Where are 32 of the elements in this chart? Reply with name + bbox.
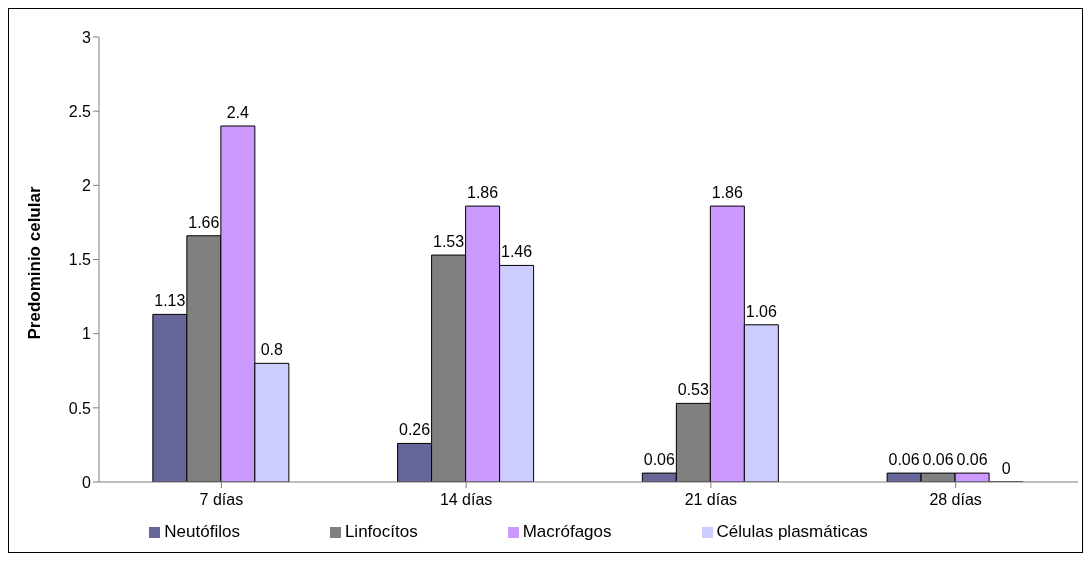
data-label: 0.8 <box>260 341 284 359</box>
data-label: 0.06 <box>922 451 954 469</box>
y-axis-title: Predominio celular <box>25 186 45 340</box>
y-tick-label: 1.5 <box>68 251 92 269</box>
data-label: 1.13 <box>154 292 186 310</box>
data-label: 0.06 <box>888 451 920 469</box>
y-tick-label: 0 <box>82 473 92 491</box>
data-label: 2.4 <box>226 104 250 121</box>
data-label: 1.53 <box>433 233 465 251</box>
x-tick-label: 14 días <box>439 491 493 509</box>
legend-label: Linfocítos <box>344 522 418 541</box>
data-label: 0.26 <box>399 421 431 439</box>
legend-label: Neutófilos <box>164 522 240 541</box>
data-label: 0.53 <box>677 381 710 399</box>
data-label: 0.06 <box>956 451 988 469</box>
data-label: 1.86 <box>467 184 499 202</box>
y-tick-label: 2.5 <box>68 102 92 120</box>
data-label: 1.46 <box>501 243 533 261</box>
data-label: 1.86 <box>711 184 744 202</box>
y-tick-label: 3 <box>82 28 92 46</box>
data-label: 0.06 <box>643 451 676 469</box>
data-label: 1.06 <box>745 302 778 320</box>
x-tick-label: 7 días <box>199 491 244 509</box>
legend-label: Macrófagos <box>522 522 612 541</box>
y-tick-label: 0.5 <box>68 399 92 417</box>
x-tick-label: 28 días <box>929 491 982 509</box>
data-label: 0 <box>1001 459 1011 477</box>
legend-label: Células plasmáticas <box>716 522 868 541</box>
y-tick-label: 2 <box>82 177 92 195</box>
y-tick-label: 1 <box>82 325 92 343</box>
x-tick-label: 21 días <box>684 491 738 509</box>
data-label: 1.66 <box>188 213 220 231</box>
